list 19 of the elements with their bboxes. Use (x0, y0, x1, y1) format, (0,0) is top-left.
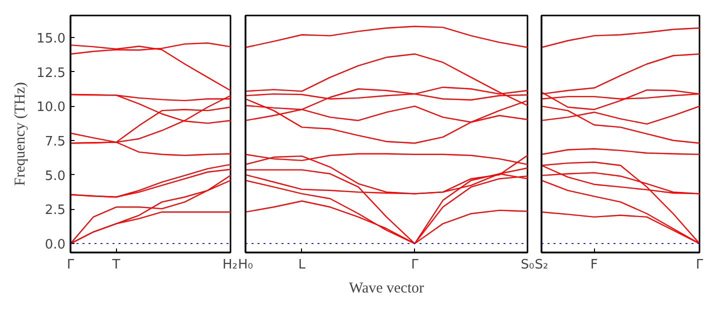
x-tick-label: Γ (411, 258, 420, 272)
y-tick-label: 0.0 (44, 238, 66, 253)
y-tick-label: 7.5 (44, 134, 66, 150)
x-tick-label: S₂ (534, 258, 548, 272)
y-tick-label: 12.5 (36, 66, 66, 81)
x-tick-label: T (111, 258, 120, 272)
x-axis-title: Wave vector (349, 280, 424, 296)
x-tick-label: Γ (696, 258, 704, 272)
y-tick-label: 5.0 (44, 168, 66, 184)
x-tick-label: F (590, 258, 598, 272)
y-axis-title: Frequency (THz) (12, 82, 29, 186)
y-tick-label: 15.0 (36, 31, 66, 46)
x-tick-label: H₀ (238, 258, 254, 272)
x-tick-label: L (298, 258, 306, 272)
x-tick-label: S₀ (520, 258, 534, 272)
y-tick-label: 10.0 (36, 100, 66, 116)
y-tick-label: 2.5 (44, 203, 66, 218)
x-tick-label: Γ (66, 258, 75, 272)
x-tick-label: H₂ (222, 258, 238, 272)
